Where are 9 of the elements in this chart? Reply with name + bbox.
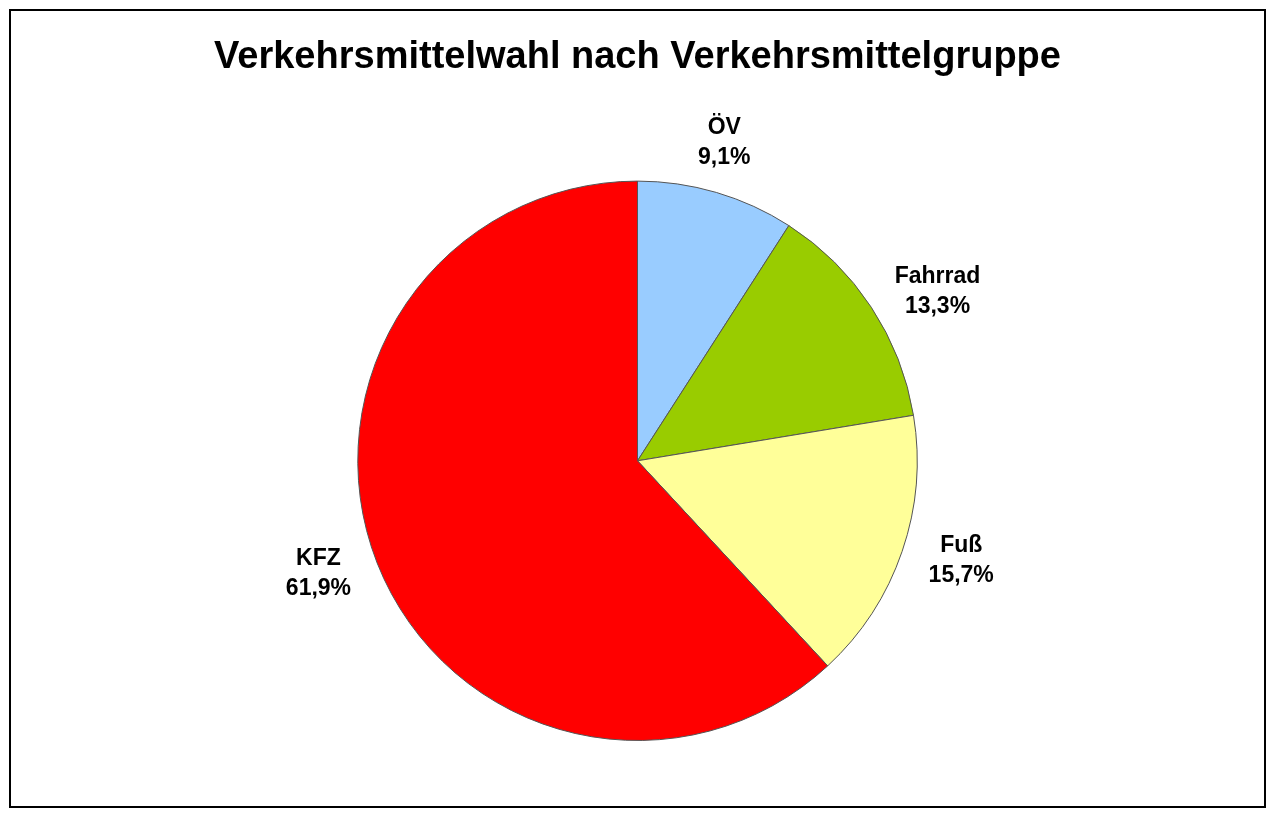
data-label: 9,1% bbox=[698, 142, 751, 169]
slice-label: Fuß bbox=[940, 530, 983, 557]
data-label: 13,3% bbox=[904, 292, 971, 319]
data-label: 15,7% bbox=[928, 560, 994, 587]
chart-title: Verkehrsmittelwahl nach Verkehrsmittelgruppe bbox=[214, 34, 1061, 77]
data-label: 61,9% bbox=[285, 573, 352, 600]
slice-label: KFZ bbox=[296, 543, 341, 570]
slice-label: ÖV bbox=[707, 112, 742, 139]
slice-label: Fahrrad bbox=[894, 262, 981, 289]
